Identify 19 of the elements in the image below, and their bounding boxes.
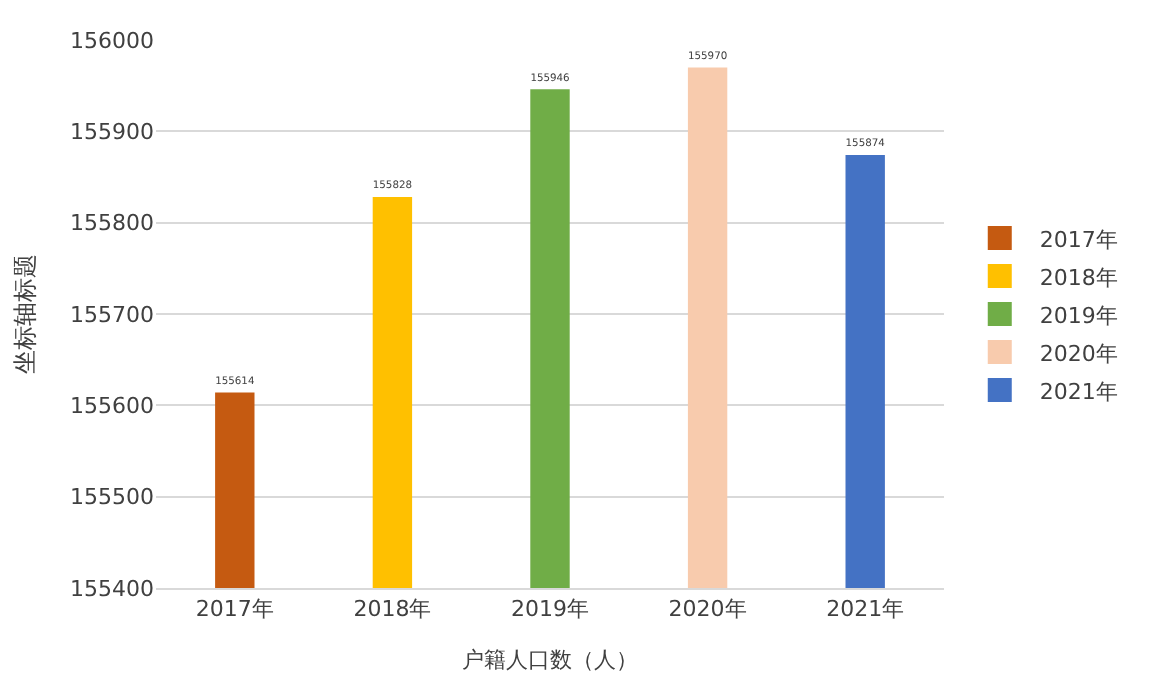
- legend-label: 2021年: [1039, 378, 1118, 405]
- x-tick-label: 2020年: [668, 596, 747, 623]
- legend-label: 2017年: [1039, 226, 1118, 253]
- legend-label: 2019年: [1039, 302, 1118, 329]
- x-tick-label: 2018年: [353, 596, 432, 623]
- y-tick-label: 155700: [70, 301, 154, 328]
- x-tick-label: 2021年: [826, 596, 905, 623]
- y-tick-label: 155600: [70, 393, 154, 420]
- y-tick-label: 155400: [70, 575, 154, 602]
- y-axis-title: 坐标轴标题: [10, 254, 39, 374]
- y-tick-label: 155900: [70, 119, 154, 146]
- legend-label: 2020年: [1039, 340, 1118, 367]
- y-tick-label: 156000: [70, 27, 154, 54]
- legend-label: 2018年: [1039, 264, 1118, 291]
- x-axis-title: 户籍人口数（人）: [462, 646, 638, 673]
- x-tick-label: 2017年: [195, 596, 274, 623]
- y-tick-label: 155500: [70, 484, 154, 511]
- x-tick-label: 2019年: [511, 596, 589, 623]
- y-tick-label: 155800: [70, 210, 154, 237]
